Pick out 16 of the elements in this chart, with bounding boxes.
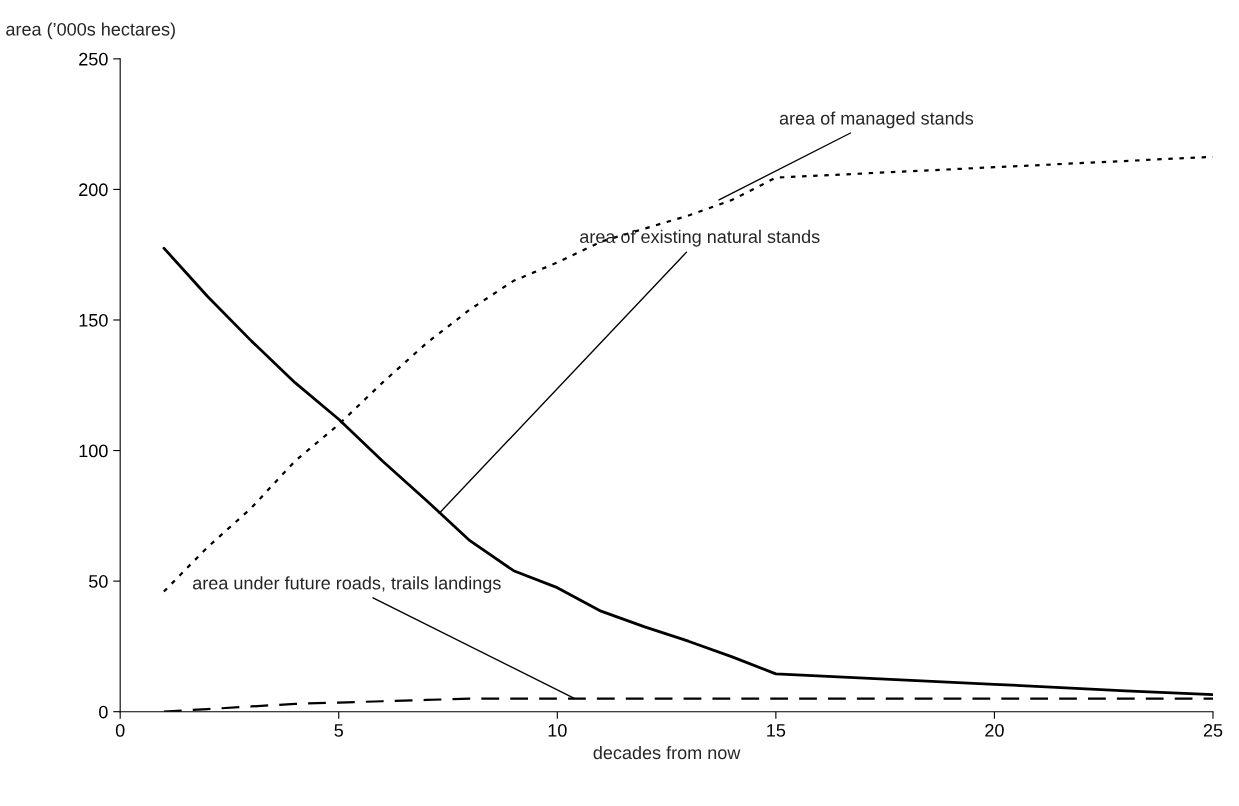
x-tick-label: 0 [115,723,125,737]
x-axis-title: decades from now [593,745,741,760]
y-tick-label: 0 [99,705,108,719]
annotation: area of managed stands [779,111,974,129]
y-tick-label: 150 [79,313,108,327]
y-tick-label: 250 [79,52,108,66]
annotation: area under future roads, trails landings [193,576,501,594]
y-axis-title: area (’000s hectares) [6,22,175,40]
y-tick-label: 50 [89,575,108,588]
x-tick-label: 25 [1203,723,1223,737]
x-tick-label: 5 [334,724,344,737]
x-tick-label: 15 [767,724,786,737]
x-tick-label: 20 [985,723,1004,737]
y-tick-label: 100 [79,444,108,458]
x-tick-label: 10 [548,723,567,737]
y-tick-label: 200 [79,183,108,197]
